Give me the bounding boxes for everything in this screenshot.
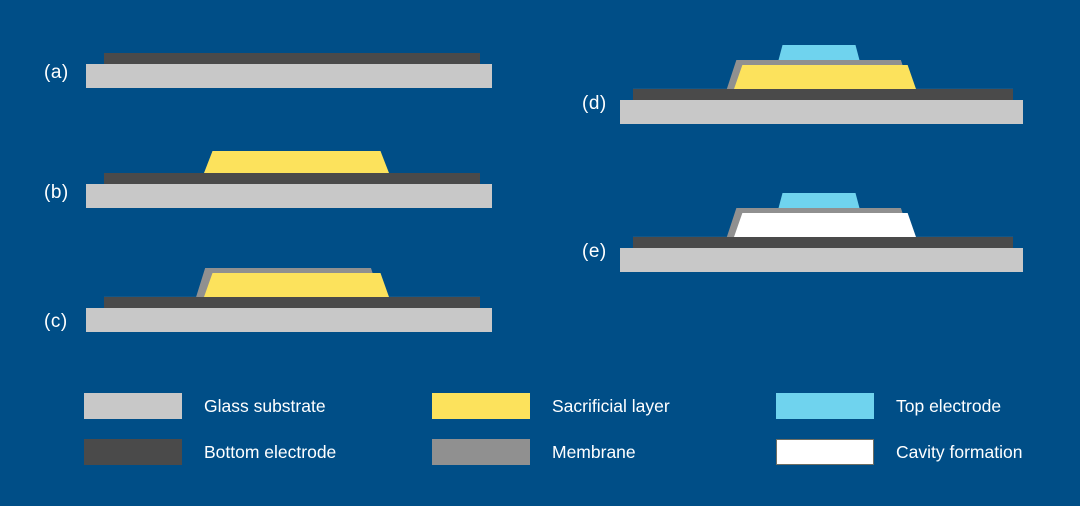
legend-item-top-electrode: Top electrode	[776, 393, 1001, 419]
panel-c-glass-substrate	[86, 308, 492, 332]
panel-d-label: (d)	[582, 93, 607, 114]
panel-e-bottom-electrode	[633, 237, 1013, 248]
legend-swatch-cavity-formation	[776, 439, 874, 465]
panel-d-glass-substrate	[620, 100, 1023, 124]
legend-swatch-membrane	[432, 439, 530, 465]
legend-label-top-electrode: Top electrode	[896, 395, 1002, 416]
panel-e-label: (e)	[582, 241, 607, 262]
panel-a-bottom-electrode	[104, 53, 480, 64]
legend-swatch-bottom-electrode	[84, 439, 182, 465]
panel-d-top-electrode	[778, 45, 860, 62]
panel-b-bottom-electrode	[104, 173, 480, 184]
legend-label-membrane: Membrane	[552, 441, 636, 462]
legend-swatch-sacrificial-layer	[432, 393, 530, 419]
panel-e-glass-substrate	[620, 248, 1023, 272]
legend-label-bottom-electrode: Bottom electrode	[204, 441, 337, 462]
panel-e-top-electrode	[778, 193, 860, 210]
panel-e-cavity	[734, 213, 916, 237]
panel-b-label: (b)	[44, 182, 69, 203]
panel-c-label: (c)	[44, 311, 68, 332]
legend-label-glass-substrate: Glass substrate	[204, 395, 326, 416]
legend-label-cavity-formation: Cavity formation	[896, 441, 1023, 462]
legend-label-sacrificial-layer: Sacrificial layer	[552, 395, 670, 416]
panel-c-bottom-electrode	[104, 297, 480, 308]
panel-b-glass-substrate	[86, 184, 492, 208]
legend-item-cavity-formation: Cavity formation	[776, 439, 1022, 465]
legend-swatch-top-electrode	[776, 393, 874, 419]
panel-c-sacrificial-layer	[204, 273, 389, 297]
legend-item-sacrificial-layer: Sacrificial layer	[432, 393, 670, 419]
legend-swatch-glass-substrate	[84, 393, 182, 419]
legend: Glass substrate Bottom electrode Sacrifi…	[0, 380, 1080, 480]
panel-d-sacrificial-layer	[734, 65, 916, 89]
panel-b-sacrificial-layer	[204, 151, 389, 173]
legend-item-glass-substrate: Glass substrate	[84, 393, 326, 419]
legend-item-bottom-electrode: Bottom electrode	[84, 439, 336, 465]
panel-d-bottom-electrode	[633, 89, 1013, 100]
legend-item-membrane: Membrane	[432, 439, 636, 465]
panel-a-glass-substrate	[86, 64, 492, 88]
panel-a-label: (a)	[44, 62, 69, 83]
